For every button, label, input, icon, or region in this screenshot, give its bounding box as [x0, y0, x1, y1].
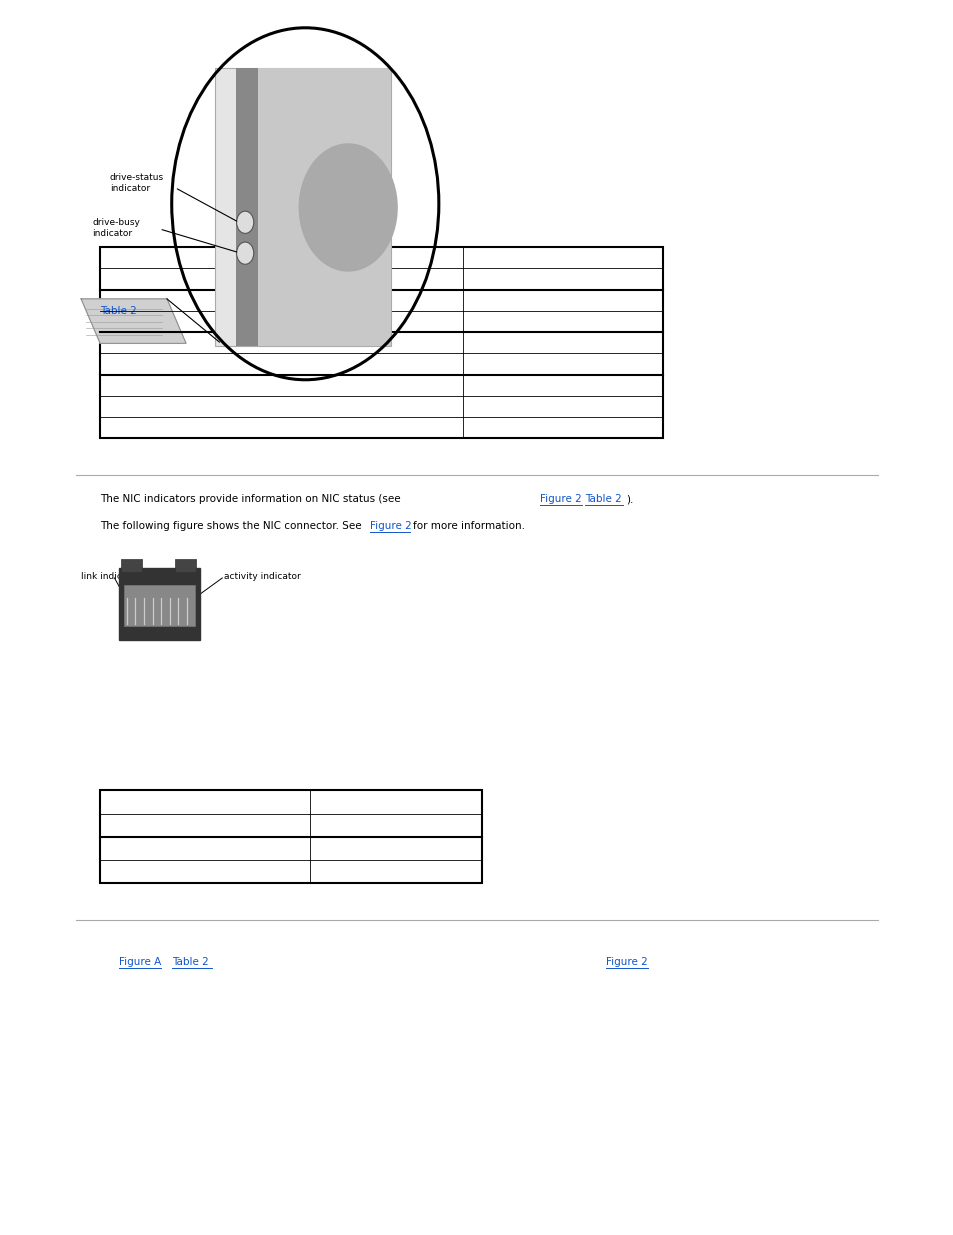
FancyBboxPatch shape — [214, 68, 391, 346]
FancyBboxPatch shape — [124, 585, 194, 626]
Text: Table 2: Table 2 — [100, 306, 137, 316]
Text: Figure 2: Figure 2 — [539, 494, 581, 504]
Text: Figure 2: Figure 2 — [370, 521, 412, 531]
Text: activity indicator: activity indicator — [224, 572, 300, 582]
FancyBboxPatch shape — [235, 68, 257, 346]
Text: The NIC indicators provide information on NIC status (see: The NIC indicators provide information o… — [100, 494, 400, 504]
Text: for more information.: for more information. — [413, 521, 524, 531]
Text: Table 2: Table 2 — [584, 494, 621, 504]
FancyBboxPatch shape — [174, 559, 195, 572]
Polygon shape — [81, 299, 186, 343]
FancyBboxPatch shape — [121, 559, 142, 572]
FancyBboxPatch shape — [100, 247, 662, 438]
Text: drive-status: drive-status — [110, 173, 164, 183]
Text: ).: ). — [625, 494, 633, 504]
Text: Figure 2: Figure 2 — [605, 957, 647, 967]
Circle shape — [236, 242, 253, 264]
Text: link indicator: link indicator — [81, 572, 140, 582]
Text: The following figure shows the NIC connector. See: The following figure shows the NIC conne… — [100, 521, 361, 531]
Circle shape — [236, 211, 253, 233]
Circle shape — [298, 143, 397, 272]
Text: Table 2: Table 2 — [172, 957, 209, 967]
FancyBboxPatch shape — [119, 568, 200, 640]
FancyBboxPatch shape — [257, 68, 391, 346]
Text: indicator: indicator — [110, 184, 150, 194]
Text: Figure A: Figure A — [119, 957, 161, 967]
FancyBboxPatch shape — [100, 790, 481, 883]
Text: indicator: indicator — [92, 228, 132, 238]
Text: drive-busy: drive-busy — [92, 217, 140, 227]
